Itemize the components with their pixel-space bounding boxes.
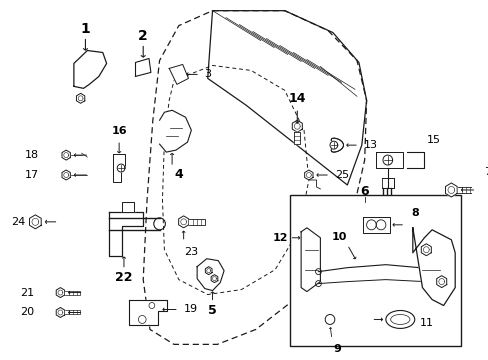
Text: 14: 14 <box>288 92 305 105</box>
Text: 20: 20 <box>20 307 35 318</box>
Polygon shape <box>445 183 456 197</box>
Text: 9: 9 <box>333 345 341 354</box>
Text: 1: 1 <box>81 22 90 36</box>
Text: 16: 16 <box>111 126 127 136</box>
Polygon shape <box>304 170 312 180</box>
Text: 19: 19 <box>183 305 197 315</box>
Polygon shape <box>294 132 300 144</box>
Text: 4: 4 <box>174 167 183 180</box>
Polygon shape <box>362 217 389 233</box>
Polygon shape <box>189 219 204 225</box>
Polygon shape <box>178 216 188 228</box>
Polygon shape <box>65 310 80 315</box>
Text: 12: 12 <box>272 233 287 243</box>
Polygon shape <box>56 307 64 318</box>
Polygon shape <box>122 202 133 212</box>
Polygon shape <box>65 291 80 294</box>
Polygon shape <box>211 275 217 283</box>
Polygon shape <box>29 215 41 229</box>
Text: 24: 24 <box>11 217 25 227</box>
Polygon shape <box>375 152 403 168</box>
Text: 15: 15 <box>426 135 440 145</box>
Polygon shape <box>412 228 454 306</box>
Polygon shape <box>128 300 167 325</box>
Text: 10: 10 <box>331 232 346 242</box>
Text: 3: 3 <box>204 69 211 80</box>
Polygon shape <box>421 244 430 256</box>
Text: 13: 13 <box>363 140 377 150</box>
Polygon shape <box>381 178 393 188</box>
Polygon shape <box>382 155 392 165</box>
Polygon shape <box>436 276 446 288</box>
Polygon shape <box>457 187 471 193</box>
Text: 25: 25 <box>335 170 349 180</box>
Polygon shape <box>205 267 212 275</box>
Polygon shape <box>292 120 302 132</box>
Text: 17: 17 <box>24 170 39 180</box>
Polygon shape <box>169 64 188 84</box>
Polygon shape <box>74 50 106 88</box>
Text: 21: 21 <box>20 288 35 298</box>
Polygon shape <box>330 138 343 152</box>
Polygon shape <box>159 110 191 152</box>
Polygon shape <box>108 212 143 256</box>
Text: 5: 5 <box>208 304 217 317</box>
Text: 11: 11 <box>419 319 433 328</box>
Polygon shape <box>62 150 70 160</box>
Text: 8: 8 <box>410 208 418 218</box>
Text: 22: 22 <box>115 271 132 284</box>
Text: 2: 2 <box>138 28 148 42</box>
Polygon shape <box>76 93 84 103</box>
Polygon shape <box>117 164 124 172</box>
Text: 6: 6 <box>360 185 368 198</box>
Polygon shape <box>135 58 151 76</box>
Text: 18: 18 <box>24 150 39 160</box>
Polygon shape <box>113 154 124 182</box>
Polygon shape <box>56 288 64 298</box>
Bar <box>289 195 460 346</box>
Polygon shape <box>62 170 70 180</box>
Text: 7: 7 <box>484 167 488 177</box>
Text: 23: 23 <box>184 247 198 257</box>
Polygon shape <box>329 141 337 149</box>
Polygon shape <box>197 259 224 291</box>
Polygon shape <box>301 228 320 292</box>
